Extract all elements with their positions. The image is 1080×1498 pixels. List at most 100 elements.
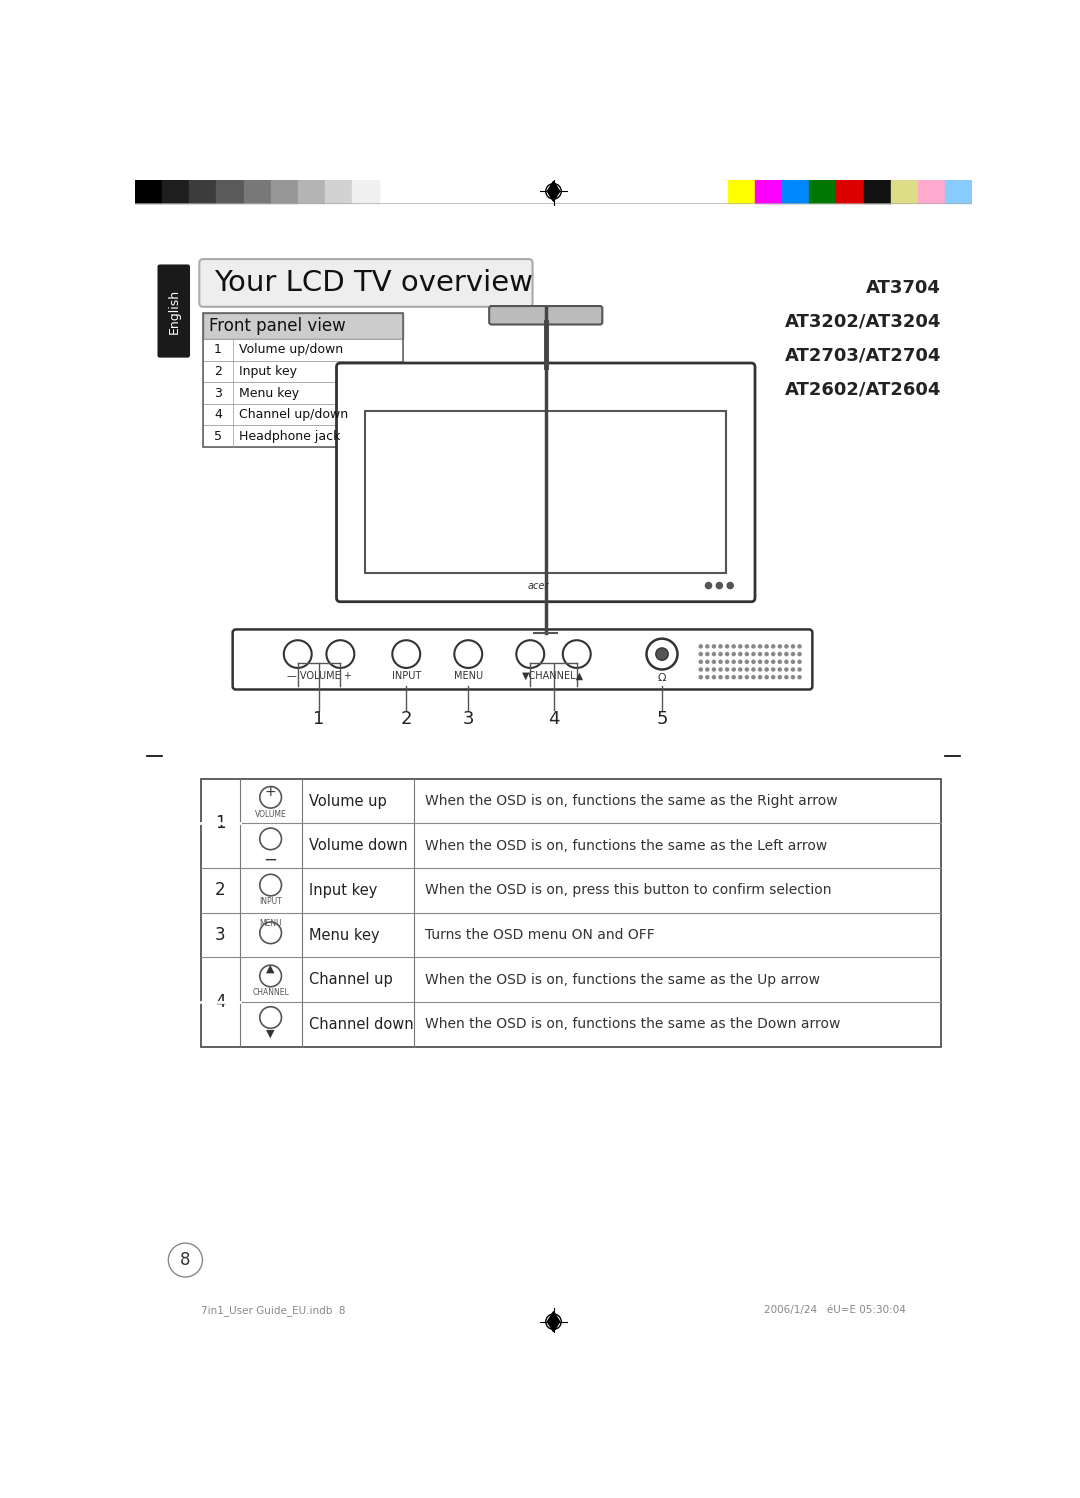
Circle shape	[726, 653, 729, 656]
Circle shape	[779, 676, 781, 679]
Circle shape	[726, 668, 729, 671]
Circle shape	[785, 653, 788, 656]
Bar	[216, 180, 243, 202]
Text: When the OSD is on, functions the same as the Down arrow: When the OSD is on, functions the same a…	[424, 1017, 840, 1032]
Circle shape	[168, 1243, 202, 1276]
Circle shape	[706, 668, 708, 671]
Bar	[162, 180, 189, 202]
Circle shape	[699, 644, 702, 649]
Circle shape	[739, 644, 742, 649]
Circle shape	[732, 676, 735, 679]
Circle shape	[713, 653, 715, 656]
Text: ▼CHANNEL▲: ▼CHANNEL▲	[523, 671, 584, 680]
Circle shape	[739, 653, 742, 656]
Bar	[945, 180, 972, 202]
Circle shape	[739, 668, 742, 671]
Bar	[755, 180, 782, 202]
Circle shape	[752, 676, 755, 679]
Text: ▲: ▲	[267, 963, 275, 974]
Text: 2: 2	[214, 366, 221, 377]
Text: Input key: Input key	[239, 366, 297, 377]
Text: AT3704: AT3704	[866, 279, 941, 297]
Text: acer: acer	[527, 581, 549, 590]
Circle shape	[647, 638, 677, 670]
Circle shape	[765, 661, 768, 664]
Text: VOLUME: VOLUME	[255, 809, 286, 818]
Text: 8: 8	[180, 1251, 191, 1269]
Circle shape	[732, 644, 735, 649]
Bar	[201, 779, 941, 1047]
Text: AT2703/AT2704: AT2703/AT2704	[785, 346, 941, 364]
Text: Turns the OSD menu ON and OFF: Turns the OSD menu ON and OFF	[424, 929, 654, 942]
Circle shape	[719, 661, 723, 664]
Circle shape	[779, 653, 781, 656]
Circle shape	[745, 676, 748, 679]
Circle shape	[758, 676, 761, 679]
Bar	[365, 410, 727, 574]
Text: INPUT: INPUT	[392, 671, 421, 680]
Circle shape	[792, 644, 795, 649]
Text: 2: 2	[215, 881, 226, 899]
Circle shape	[699, 668, 702, 671]
Text: 1: 1	[313, 710, 325, 728]
Circle shape	[772, 661, 774, 664]
Circle shape	[798, 676, 801, 679]
Circle shape	[739, 676, 742, 679]
Bar	[203, 361, 403, 382]
Circle shape	[752, 653, 755, 656]
Text: Your LCD TV overview: Your LCD TV overview	[214, 270, 534, 297]
Bar	[189, 180, 216, 202]
Circle shape	[779, 668, 781, 671]
Circle shape	[563, 640, 591, 668]
Text: Channel down: Channel down	[309, 1017, 414, 1032]
Circle shape	[739, 661, 742, 664]
Bar	[203, 382, 403, 404]
Circle shape	[516, 640, 544, 668]
Circle shape	[732, 668, 735, 671]
Circle shape	[785, 676, 788, 679]
Bar	[728, 180, 755, 202]
Text: When the OSD is on, functions the same as the Left arrow: When the OSD is on, functions the same a…	[424, 839, 827, 852]
Circle shape	[713, 676, 715, 679]
Bar	[203, 313, 403, 339]
Circle shape	[772, 676, 774, 679]
Text: Channel up/down: Channel up/down	[239, 407, 348, 421]
Circle shape	[752, 644, 755, 649]
FancyBboxPatch shape	[489, 306, 603, 325]
Text: Input key: Input key	[309, 882, 378, 897]
Circle shape	[726, 661, 729, 664]
Text: English: English	[167, 289, 180, 334]
Circle shape	[713, 644, 715, 649]
Circle shape	[785, 668, 788, 671]
Circle shape	[260, 786, 282, 807]
Polygon shape	[548, 181, 559, 201]
Circle shape	[699, 661, 702, 664]
Text: Headphone jack: Headphone jack	[239, 430, 340, 443]
Text: Menu key: Menu key	[239, 386, 299, 400]
Circle shape	[745, 644, 748, 649]
Text: ▼: ▼	[267, 1029, 275, 1040]
Circle shape	[719, 676, 723, 679]
Circle shape	[716, 583, 723, 589]
Bar	[809, 180, 836, 202]
Circle shape	[706, 653, 708, 656]
Circle shape	[758, 661, 761, 664]
Circle shape	[713, 661, 715, 664]
Text: 4: 4	[548, 710, 559, 728]
Text: AT3202/AT3204: AT3202/AT3204	[785, 313, 941, 331]
Bar	[325, 180, 352, 202]
Text: 5: 5	[214, 430, 221, 443]
Circle shape	[758, 644, 761, 649]
Circle shape	[772, 653, 774, 656]
Text: — VOLUME +: — VOLUME +	[286, 671, 351, 680]
Circle shape	[779, 661, 781, 664]
Circle shape	[260, 875, 282, 896]
Circle shape	[752, 668, 755, 671]
Text: INPUT: INPUT	[259, 897, 282, 906]
Circle shape	[758, 653, 761, 656]
Text: 2006/1/24   éU=E 05:30:04: 2006/1/24 éU=E 05:30:04	[765, 1305, 906, 1315]
Circle shape	[726, 676, 729, 679]
Bar	[243, 180, 271, 202]
Circle shape	[706, 661, 708, 664]
Bar	[203, 404, 403, 425]
